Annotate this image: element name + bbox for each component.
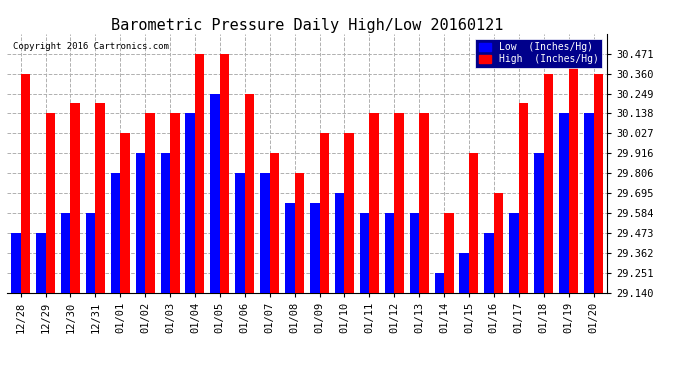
Bar (484, 233, 494, 292)
Bar (235, 173, 245, 292)
Bar (534, 153, 544, 292)
Bar (544, 74, 553, 292)
Bar (95, 103, 105, 292)
Bar (86, 213, 95, 292)
Bar (245, 93, 254, 292)
Bar (509, 213, 519, 292)
Bar (136, 153, 145, 292)
Bar (519, 103, 529, 292)
Bar (335, 193, 344, 292)
Bar (559, 113, 569, 292)
Bar (11, 233, 21, 292)
Bar (319, 134, 329, 292)
Bar (61, 213, 70, 292)
Bar (369, 113, 379, 292)
Bar (494, 193, 503, 292)
Bar (260, 173, 270, 292)
Title: Barometric Pressure Daily High/Low 20160121: Barometric Pressure Daily High/Low 20160… (111, 18, 503, 33)
Bar (593, 74, 603, 292)
Bar (419, 113, 428, 292)
Bar (460, 253, 469, 292)
Bar (385, 213, 394, 292)
Bar (220, 54, 229, 292)
Bar (310, 203, 319, 292)
Bar (584, 113, 593, 292)
Bar (285, 203, 295, 292)
Bar (120, 134, 130, 292)
Bar (344, 134, 354, 292)
Bar (36, 233, 46, 292)
Bar (360, 213, 369, 292)
Bar (210, 93, 220, 292)
Bar (295, 173, 304, 292)
Bar (111, 173, 120, 292)
Bar (170, 113, 179, 292)
Bar (569, 54, 578, 292)
Bar (435, 273, 444, 292)
Bar (270, 153, 279, 292)
Bar (195, 54, 204, 292)
Bar (145, 113, 155, 292)
Text: Copyright 2016 Cartronics.com: Copyright 2016 Cartronics.com (13, 42, 169, 51)
Bar (46, 113, 55, 292)
Bar (21, 74, 30, 292)
Legend: Low  (Inches/Hg), High  (Inches/Hg): Low (Inches/Hg), High (Inches/Hg) (475, 39, 602, 68)
Bar (70, 103, 80, 292)
Bar (469, 153, 478, 292)
Bar (161, 153, 170, 292)
Bar (394, 113, 404, 292)
Bar (186, 113, 195, 292)
Bar (444, 213, 453, 292)
Bar (410, 213, 419, 292)
